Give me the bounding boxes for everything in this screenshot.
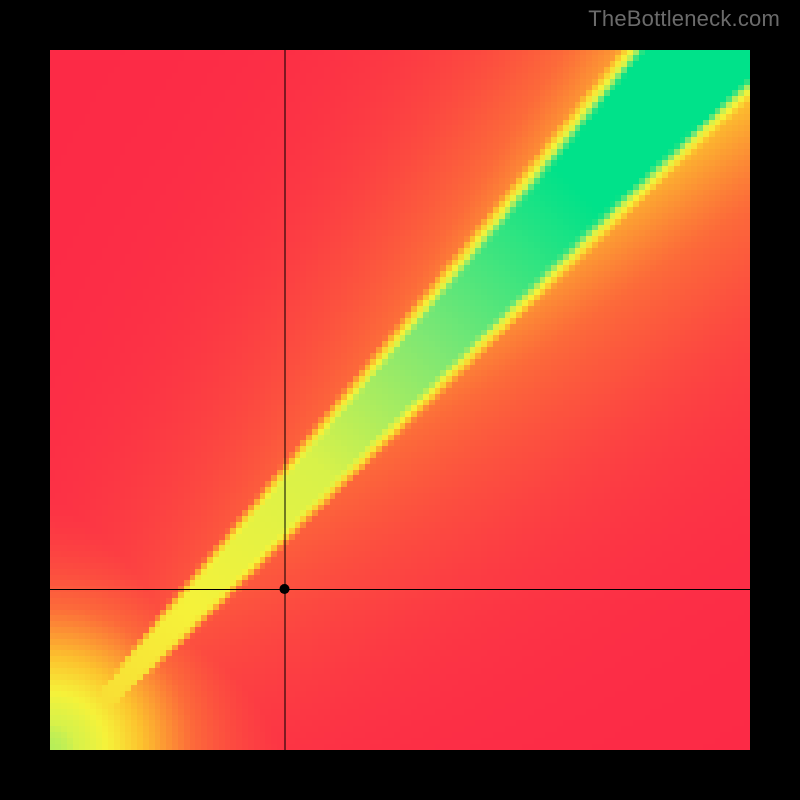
chart-container: TheBottleneck.com [0, 0, 800, 800]
watermark-text: TheBottleneck.com [588, 6, 780, 32]
heatmap-canvas [50, 50, 750, 750]
heatmap-plot [50, 50, 750, 750]
